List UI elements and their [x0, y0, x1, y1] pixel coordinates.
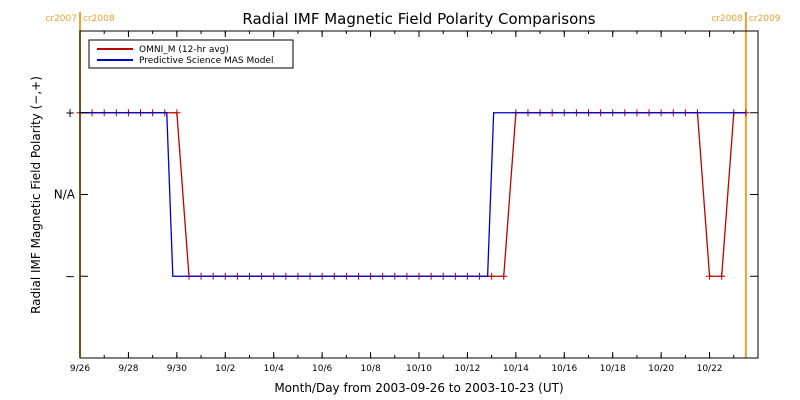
y-axis-ticks: + N/A −	[54, 106, 758, 283]
data-point-marker	[500, 272, 508, 280]
series-0	[76, 109, 750, 280]
carrington-rotation-label: cr2009	[749, 14, 781, 24]
data-point-marker	[173, 109, 181, 117]
x-tick-label: 10/6	[312, 364, 332, 374]
x-axis-ticks: 9/26 9/28 9/30 10/2 10/4 10/6 10/8 10/10 10/12 10…	[70, 31, 759, 374]
legend-box	[88, 39, 294, 69]
x-tick-label: 10/12	[454, 364, 480, 374]
y-tick-label: +	[65, 106, 75, 120]
legend-label-omni: OMNI_M (12-hr avg)	[139, 45, 229, 55]
carrington-rotation-label: cr2008	[83, 14, 115, 24]
carrington-rotation-label: cr2007	[45, 14, 77, 24]
x-tick-label: 10/20	[648, 364, 674, 374]
x-tick-label: 10/18	[600, 364, 626, 374]
series-1	[80, 112, 746, 277]
plot-frame	[79, 30, 759, 359]
x-tick-label: 10/10	[406, 364, 432, 374]
legend: OMNI_M (12-hr avg) Predictive Science MA…	[88, 39, 294, 69]
series-line	[80, 112, 746, 277]
data-point-marker	[488, 272, 496, 280]
series-layer	[76, 109, 750, 280]
x-tick-label: 10/4	[264, 364, 284, 374]
x-tick-label: 10/2	[215, 364, 235, 374]
carrington-rotation-labels: cr2007 cr2008 cr2008 cr2009	[45, 14, 780, 24]
chart-title: Radial IMF Magnetic Field Polarity Compa…	[242, 10, 595, 28]
x-tick-label: 10/22	[697, 364, 723, 374]
data-point-marker	[718, 272, 726, 280]
legend-label-mas: Predictive Science MAS Model	[139, 56, 274, 66]
x-tick-label: 10/16	[551, 364, 577, 374]
x-axis-label: Month/Day from 2003-09-26 to 2003-10-23 …	[274, 381, 563, 395]
x-tick-label: 9/28	[118, 364, 138, 374]
y-tick-label: −	[65, 269, 75, 283]
carrington-rotation-label: cr2008	[711, 14, 743, 24]
y-axis-label: Radial IMF Magnetic Field Polarity (−,+)	[29, 76, 43, 314]
x-tick-label: 9/26	[70, 364, 90, 374]
series-line	[80, 112, 746, 277]
y-tick-label: N/A	[54, 188, 76, 202]
x-tick-label: 10/8	[360, 364, 380, 374]
x-tick-label: 10/14	[503, 364, 529, 374]
x-tick-label: 9/30	[167, 364, 187, 374]
data-point-marker	[706, 272, 714, 280]
